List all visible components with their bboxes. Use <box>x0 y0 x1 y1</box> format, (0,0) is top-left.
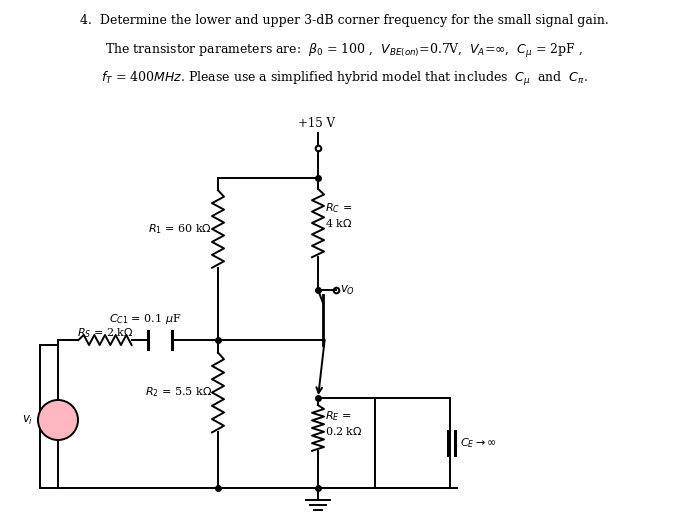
Circle shape <box>38 400 78 440</box>
Text: 0.2 k$\Omega$: 0.2 k$\Omega$ <box>325 425 362 437</box>
Text: 4.  Determine the lower and upper 3-dB corner frequency for the small signal gai: 4. Determine the lower and upper 3-dB co… <box>80 14 608 27</box>
Text: $v_i$: $v_i$ <box>22 413 33 426</box>
Text: 4 k$\Omega$: 4 k$\Omega$ <box>325 217 352 229</box>
Text: $R_1$ = 60 k$\Omega$: $R_1$ = 60 k$\Omega$ <box>148 222 212 236</box>
Text: $f_T$ = 400$MHz$. Please use a simplified hybrid model that includes  $C_{\mu}$ : $f_T$ = 400$MHz$. Please use a simplifie… <box>101 70 588 88</box>
Text: $R_E$ =: $R_E$ = <box>325 409 351 423</box>
Text: The transistor parameters are:  $\beta_0$ = 100 ,  $V_{BE(on)}$=0.7V,  $V_A$=$\i: The transistor parameters are: $\beta_0$… <box>105 42 583 60</box>
Text: $C_E \rightarrow \infty$: $C_E \rightarrow \infty$ <box>460 436 497 450</box>
Text: $C_{C1}$ = 0.1 $\mu$F: $C_{C1}$ = 0.1 $\mu$F <box>109 312 181 326</box>
Text: $v_O$: $v_O$ <box>340 284 355 297</box>
Text: $R_2$ = 5.5 k$\Omega$: $R_2$ = 5.5 k$\Omega$ <box>145 385 212 399</box>
Text: −: − <box>57 419 67 429</box>
Text: +: + <box>45 411 54 421</box>
Text: +15 V: +15 V <box>298 117 334 130</box>
Text: $R_C$ =: $R_C$ = <box>325 201 352 215</box>
Text: $R_S$ = 2 k$\Omega$: $R_S$ = 2 k$\Omega$ <box>76 326 134 340</box>
